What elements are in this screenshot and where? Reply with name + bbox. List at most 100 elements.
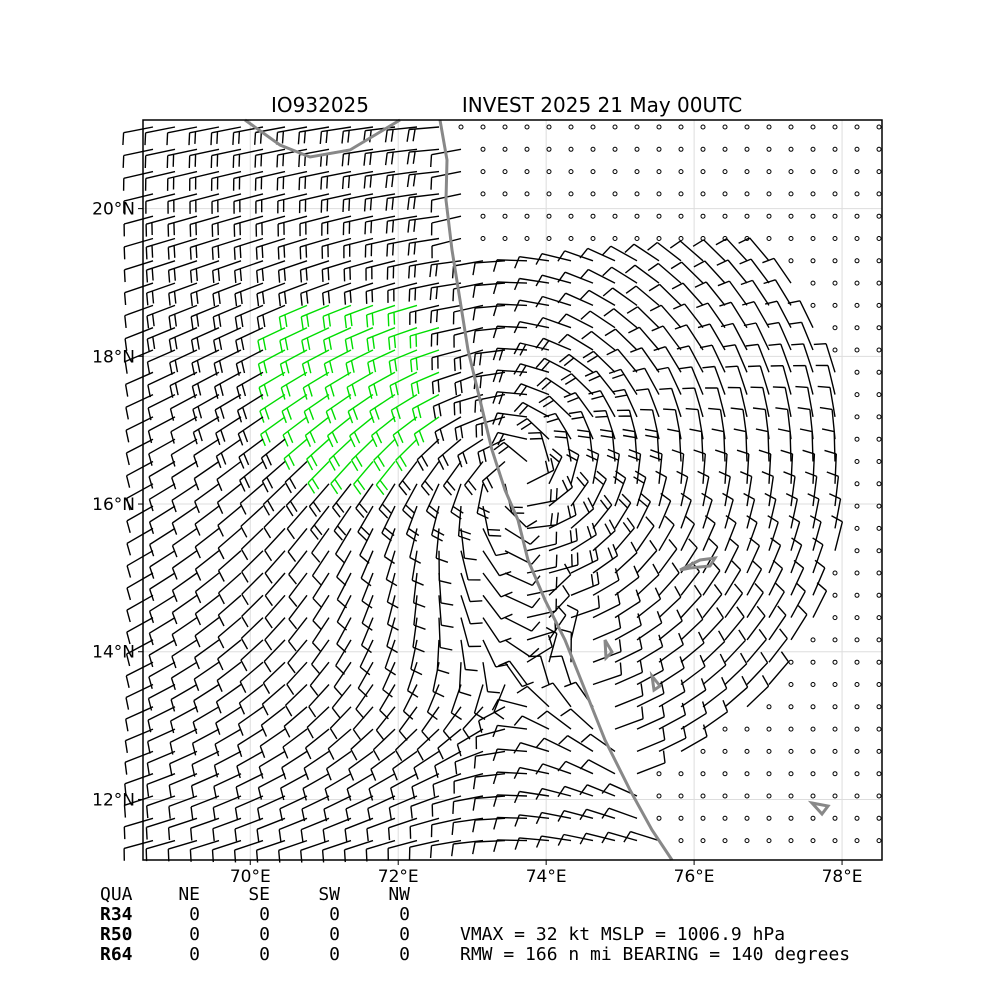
calm-marker xyxy=(524,236,530,241)
calm-marker xyxy=(854,771,860,777)
wind-barb xyxy=(804,471,818,507)
wind-barb xyxy=(513,277,550,291)
wind-barb xyxy=(259,394,286,423)
wind-barb xyxy=(240,617,264,650)
wind-barb xyxy=(394,728,418,762)
wind-barb xyxy=(644,428,660,462)
wind-barb xyxy=(724,560,742,596)
wind-barb xyxy=(188,126,220,146)
calm-marker xyxy=(590,236,596,241)
wind-barb xyxy=(125,438,154,466)
wind-barb xyxy=(330,461,352,495)
calm-marker xyxy=(722,146,728,152)
wind-barb xyxy=(410,371,440,397)
wind-barb xyxy=(482,550,512,577)
calm-marker xyxy=(832,726,838,732)
wind-barb xyxy=(235,327,264,353)
table-cell: 0 xyxy=(189,944,200,965)
calm-marker xyxy=(678,815,684,821)
calm-marker xyxy=(876,659,882,665)
calm-marker xyxy=(876,815,882,821)
wind-barb xyxy=(148,460,176,489)
wind-barb xyxy=(240,527,264,561)
wind-barb xyxy=(310,505,330,540)
wind-barb xyxy=(264,527,286,562)
wind-barb xyxy=(319,126,352,144)
wind-barb xyxy=(147,393,176,421)
wind-barb xyxy=(149,550,176,579)
wind-barb xyxy=(658,656,685,686)
wind-barb xyxy=(548,502,577,530)
wind-barb xyxy=(306,706,330,739)
calm-marker xyxy=(788,815,794,821)
wind-barb xyxy=(214,728,242,757)
wind-barb xyxy=(548,475,574,507)
wind-barb xyxy=(579,247,616,262)
calm-marker xyxy=(744,191,750,197)
calm-marker xyxy=(766,704,772,710)
wind-barb xyxy=(492,303,528,317)
wind-barb xyxy=(148,639,176,668)
wind-barb xyxy=(472,282,506,298)
calm-marker xyxy=(678,236,684,241)
wind-barb xyxy=(346,371,374,400)
wind-barb xyxy=(303,394,330,424)
calm-marker xyxy=(700,838,706,844)
wind-barb xyxy=(149,527,176,557)
wind-barb xyxy=(557,250,594,262)
calm-marker xyxy=(700,748,706,754)
wind-barb xyxy=(438,617,453,651)
wind-barb xyxy=(460,639,478,672)
wind-barb xyxy=(579,289,616,307)
wind-barb xyxy=(431,349,462,371)
calm-marker xyxy=(832,771,838,777)
wind-barb xyxy=(167,839,198,862)
calm-marker xyxy=(832,815,838,821)
wind-barb xyxy=(702,700,729,730)
wind-barb xyxy=(614,683,644,708)
wind-barb xyxy=(234,817,264,842)
wind-barb xyxy=(513,299,550,312)
wind-barb xyxy=(255,839,286,863)
calm-marker xyxy=(876,236,882,241)
calm-marker xyxy=(700,771,706,777)
calm-marker xyxy=(810,704,816,710)
wind-barb xyxy=(526,634,553,663)
wind-barb xyxy=(802,449,816,484)
wind-barb xyxy=(764,492,777,529)
wind-barb xyxy=(307,461,330,494)
wind-barb xyxy=(213,327,242,353)
wind-barb xyxy=(745,343,770,373)
calm-marker xyxy=(854,682,860,687)
wind-barb xyxy=(387,282,418,303)
wind-barb xyxy=(210,170,242,191)
wind-barb xyxy=(255,215,286,237)
calm-marker xyxy=(480,191,486,197)
wind-barb xyxy=(420,461,440,496)
wind-barb xyxy=(676,345,704,373)
wind-barb xyxy=(560,373,594,396)
calm-marker xyxy=(766,838,772,844)
wind-barb xyxy=(624,243,660,262)
wind-barb xyxy=(170,438,198,467)
wind-barb xyxy=(679,366,704,395)
wind-barb xyxy=(636,539,658,574)
calm-marker xyxy=(832,748,838,754)
wind-barb xyxy=(557,833,594,846)
wind-barb xyxy=(322,282,352,306)
wind-barb xyxy=(239,460,264,492)
calm-marker xyxy=(876,525,882,531)
wind-barb xyxy=(601,831,638,844)
wind-barb xyxy=(513,766,550,780)
wind-barb xyxy=(217,527,242,560)
wind-barb xyxy=(190,304,220,329)
wind-barb xyxy=(492,259,528,272)
wind-barb xyxy=(189,170,220,191)
calm-marker xyxy=(788,191,794,197)
calm-marker xyxy=(788,771,794,777)
wind-barb xyxy=(601,807,638,819)
wind-barb xyxy=(549,655,572,685)
wind-barb xyxy=(166,170,198,191)
calm-marker xyxy=(876,392,882,398)
wind-barb xyxy=(212,795,242,820)
